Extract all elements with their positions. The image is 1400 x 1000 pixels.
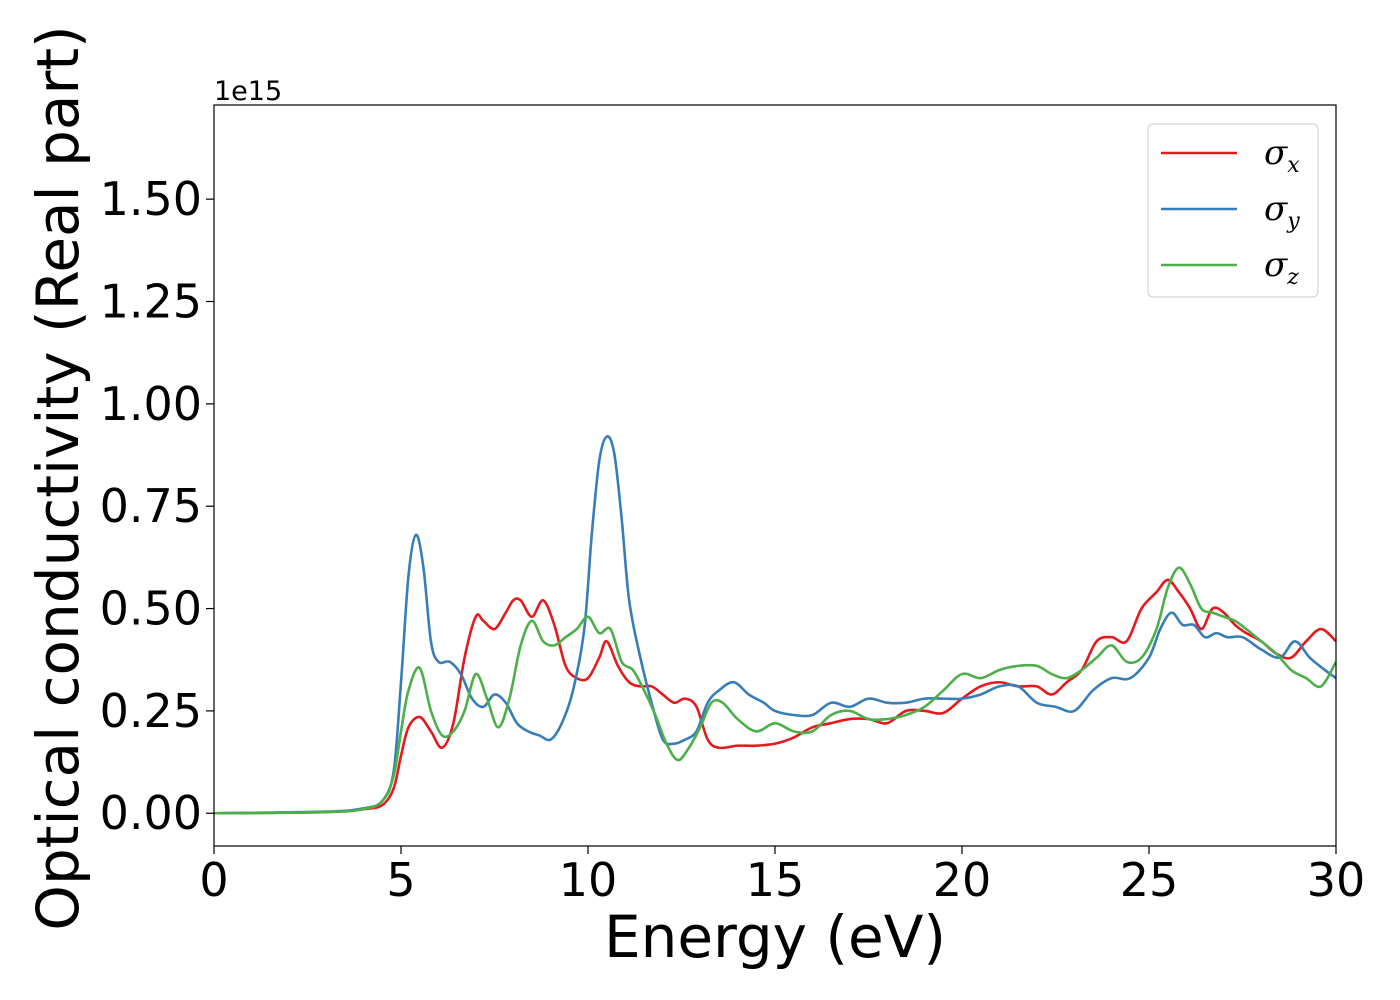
legend-label-sigma-y: σy [1264,189,1300,234]
y-tick-label: 1.00 [100,377,202,431]
y-offset-label: 1e15 [214,76,282,107]
legend-label-sigma-x: σx [1264,133,1300,178]
y-axis-ticks: 0.00 0.25 0.50 0.75 1.00 1.25 1.50 [100,172,214,840]
y-tick-label: 1.50 [100,172,202,226]
y-tick-label: 0.25 [100,684,202,738]
y-tick-label: 0.75 [100,479,202,533]
x-tick-label: 10 [559,853,618,907]
y-tick-label: 0.00 [100,786,202,840]
x-tick-label: 25 [1120,853,1179,907]
y-tick-label: 0.50 [100,582,202,636]
x-axis-title: Energy (eV) [604,903,946,971]
x-tick-label: 5 [386,853,415,907]
x-tick-label: 15 [746,853,805,907]
series-line-sigma-y [214,435,1336,815]
y-axis-title: Optical conductivity (Real part) [24,25,92,930]
x-tick-label: 0 [199,853,228,907]
x-tick-label: 20 [933,853,992,907]
legend-box [1147,123,1319,298]
x-tick-label: 30 [1307,853,1366,907]
series-layer [214,435,1336,815]
series-line-sigma-x [214,578,1336,815]
y-tick-label: 1.25 [100,275,202,329]
series-line-sigma-z [214,566,1336,815]
x-axis-ticks: 0 5 10 15 20 25 30 [199,846,1365,907]
